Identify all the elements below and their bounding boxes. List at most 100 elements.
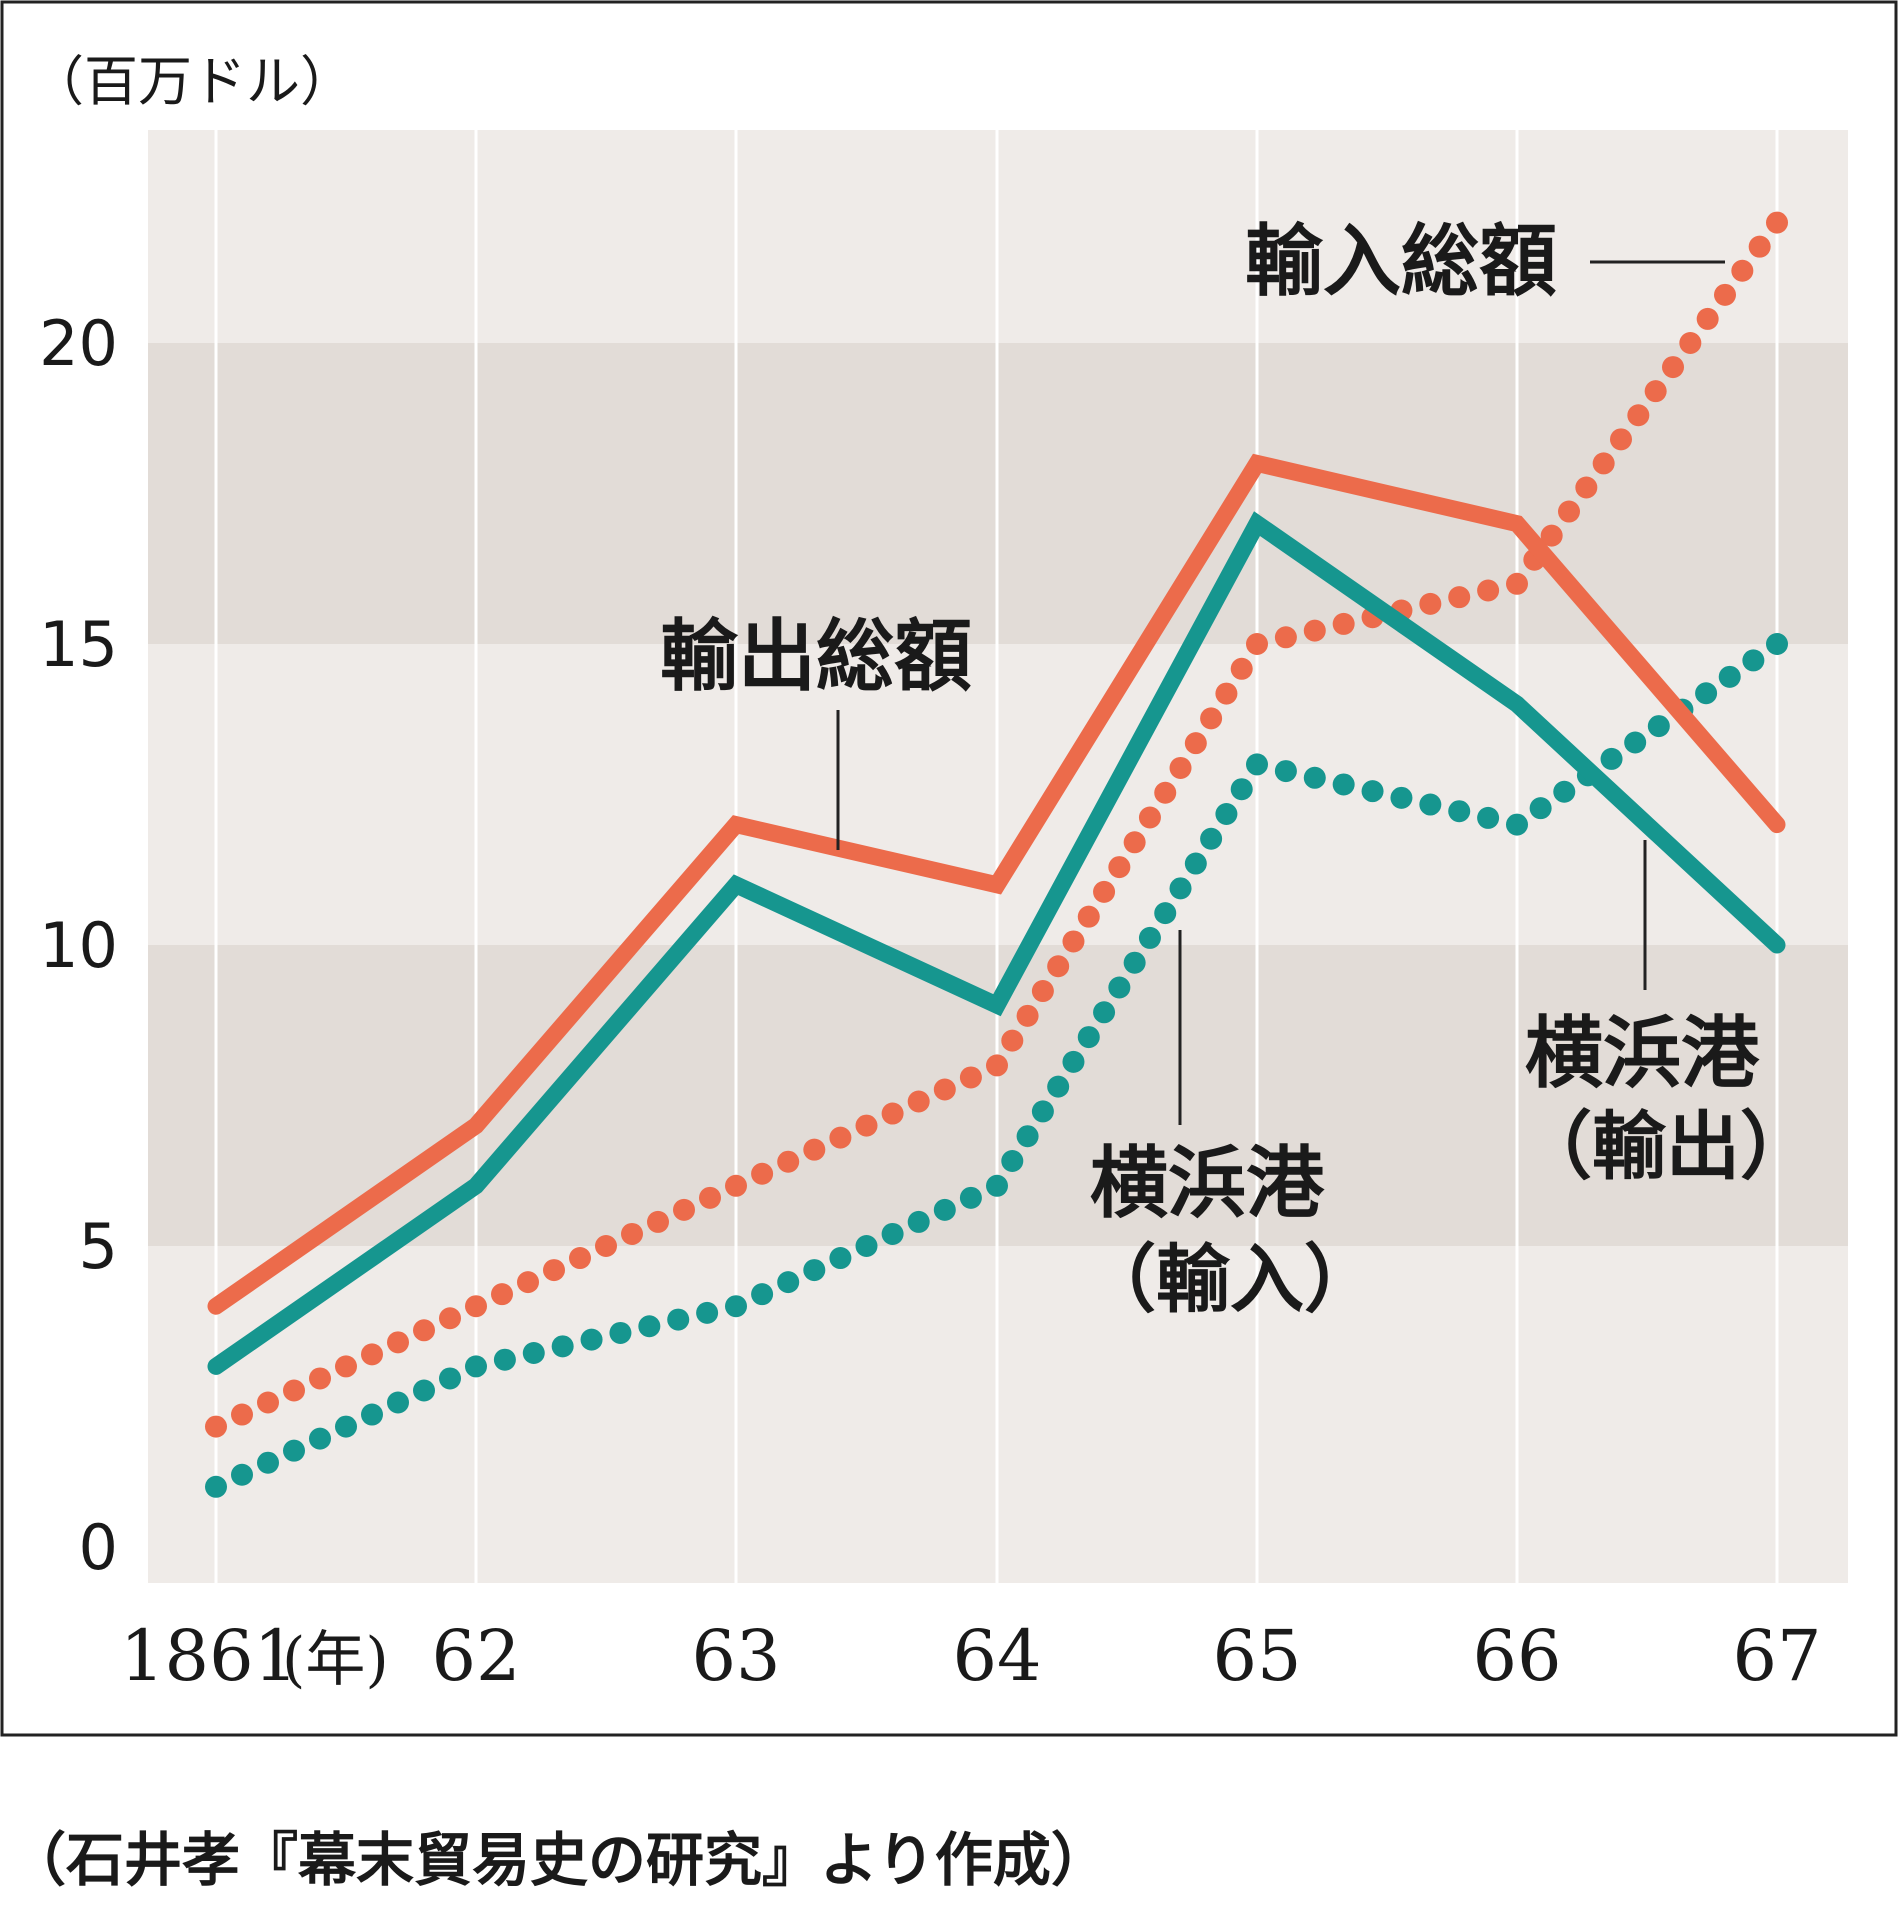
series-dot: [1246, 753, 1268, 776]
series-dot: [1230, 657, 1253, 680]
series-dot: [1200, 707, 1223, 730]
series-dot: [1123, 831, 1146, 854]
x-tick-label: 62: [431, 1615, 520, 1697]
x-tick-label: 64: [952, 1615, 1041, 1697]
series-dot: [621, 1222, 643, 1245]
series-dot: [335, 1355, 357, 1378]
series-dot: [1332, 612, 1355, 635]
series-dot: [1138, 806, 1161, 829]
series-dot: [309, 1427, 331, 1450]
series-dot: [829, 1126, 852, 1149]
series-dot: [1718, 665, 1741, 688]
y-tick-label: 15: [39, 608, 118, 681]
series-dot: [647, 1210, 669, 1233]
series-dot: [1766, 633, 1788, 655]
series-dot: [1138, 926, 1161, 949]
series-dot: [361, 1343, 383, 1366]
series-dot: [1246, 633, 1268, 655]
series-dot: [439, 1367, 461, 1390]
series-dot: [1093, 880, 1116, 903]
series-line: [207, 453, 1786, 1315]
series-dot: [257, 1451, 279, 1474]
series-dot: [1679, 332, 1702, 354]
series-dot: [777, 1271, 800, 1294]
series-dot: [595, 1235, 617, 1257]
series-dot: [1610, 428, 1632, 451]
series-dot: [1575, 476, 1598, 499]
series-dot: [1748, 235, 1771, 258]
series-dot: [881, 1222, 904, 1245]
series-dot: [933, 1078, 956, 1101]
series-dot: [1047, 1075, 1070, 1098]
series-dot: [413, 1319, 435, 1342]
series-dot: [1169, 877, 1192, 900]
series-dot: [1016, 1125, 1039, 1148]
x-tick-label: 1861: [120, 1615, 298, 1697]
series-dot: [1031, 1100, 1054, 1123]
series-dot: [725, 1174, 747, 1197]
series-dot: [959, 1066, 982, 1089]
series-dot: [1695, 682, 1718, 705]
series-dot: [1274, 760, 1297, 783]
series-dot: [1077, 1026, 1100, 1049]
series-dot: [1448, 800, 1471, 823]
series-dot: [543, 1259, 565, 1282]
series-dot: [387, 1331, 409, 1354]
series-dot: [1647, 715, 1670, 738]
series-dot: [907, 1090, 930, 1113]
series-dot: [1419, 592, 1442, 615]
source-caption: （石井孝『幕末貿易史の研究』より作成）: [8, 1826, 1109, 1894]
series-line: [207, 511, 1786, 1375]
series-dot: [580, 1328, 603, 1351]
series-dot: [1696, 307, 1719, 330]
series-dot: [777, 1150, 800, 1173]
series-dot: [1184, 732, 1207, 755]
series-dot: [1274, 626, 1297, 649]
y-tick-label: 10: [39, 909, 118, 982]
series-dot: [855, 1114, 878, 1137]
series-dotted: [205, 633, 1788, 1498]
series-dot: [1419, 793, 1442, 816]
series-dot: [1108, 856, 1131, 879]
y-tick-label: 5: [79, 1210, 118, 1283]
series-dot: [829, 1247, 852, 1270]
series-dot: [1332, 773, 1355, 796]
series-dot: [1766, 211, 1788, 234]
vertical-gridlines: [214, 130, 1779, 1583]
series-dot: [696, 1301, 719, 1324]
series-dot: [1077, 905, 1100, 928]
callout-yokohama-export: 横浜港 （輸出）: [1518, 840, 1814, 1190]
series-layer: [205, 211, 1788, 1498]
y-unit-label: （百万ドル）: [30, 50, 354, 113]
series-dot: [1169, 756, 1192, 779]
series-dot: [1477, 579, 1500, 602]
series-dot: [335, 1415, 357, 1438]
y-tick-label: 20: [39, 307, 118, 380]
series-dot: [387, 1391, 409, 1414]
series-dot: [1062, 1050, 1085, 1073]
series-dot: [986, 1054, 1008, 1077]
series-dot: [1731, 259, 1754, 282]
series-dot: [551, 1335, 574, 1358]
series-dot: [1215, 802, 1238, 825]
label-yokohama-import-line2: （輸入）: [1082, 1237, 1378, 1323]
series-dot: [1001, 1150, 1024, 1173]
series-dot: [1154, 781, 1177, 804]
series-dot: [1529, 797, 1552, 820]
series-dot: [283, 1379, 305, 1402]
series-dot: [1062, 930, 1085, 953]
series-dot: [1361, 780, 1384, 803]
series-dot: [803, 1138, 826, 1161]
y-tick-label: 0: [79, 1511, 118, 1584]
series-dot: [517, 1271, 539, 1294]
callout-export-total: 輸出総額: [660, 612, 972, 850]
series-dot: [1592, 452, 1615, 475]
series-dot: [933, 1198, 956, 1221]
series-dot: [361, 1403, 383, 1426]
series-dot: [1506, 572, 1528, 595]
label-yokohama-export-line2: （輸出）: [1518, 1104, 1814, 1190]
series-dot: [1477, 806, 1500, 829]
series-dot: [205, 1475, 227, 1498]
series-dot: [638, 1315, 661, 1338]
